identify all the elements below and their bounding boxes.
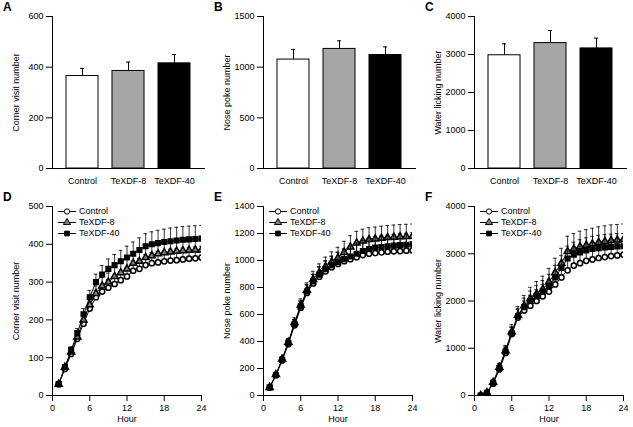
svg-text:TeXDF-8: TeXDF-8 — [111, 176, 147, 186]
svg-text:100: 100 — [28, 353, 43, 363]
svg-text:1000: 1000 — [234, 62, 254, 72]
svg-text:500: 500 — [28, 201, 43, 211]
svg-text:6: 6 — [509, 403, 514, 413]
svg-text:0: 0 — [460, 163, 465, 173]
svg-text:0: 0 — [261, 403, 266, 413]
svg-text:4000: 4000 — [445, 201, 465, 211]
html-text:Control: Control — [290, 206, 319, 216]
svg-text:Water licking number: Water licking number — [433, 50, 443, 134]
svg-text:200: 200 — [28, 113, 43, 123]
svg-text:0: 0 — [50, 403, 55, 413]
svg-text:800: 800 — [239, 282, 254, 292]
svg-text:2000: 2000 — [445, 296, 465, 306]
svg-text:1000: 1000 — [445, 343, 465, 353]
html-text:E: E — [214, 190, 222, 204]
svg-text:24: 24 — [407, 403, 417, 413]
svg-text:1000: 1000 — [234, 255, 254, 265]
html-text:TeXDF-40: TeXDF-40 — [290, 228, 331, 238]
svg-text:600: 600 — [28, 11, 43, 21]
svg-text:1500: 1500 — [234, 11, 254, 21]
html-text:Control: Control — [501, 206, 530, 216]
svg-text:3000: 3000 — [445, 49, 465, 59]
svg-text:Corner visit number: Corner visit number — [11, 53, 21, 132]
svg-text:Corner visit number: Corner visit number — [11, 262, 21, 341]
svg-text:Hour: Hour — [117, 414, 137, 424]
svg-text:Control: Control — [68, 176, 97, 186]
svg-text:4000: 4000 — [445, 11, 465, 21]
svg-text:Nose poke number: Nose poke number — [222, 263, 232, 339]
svg-text:0: 0 — [249, 390, 254, 400]
svg-text:Water licking number: Water licking number — [433, 259, 443, 343]
html-text:B: B — [214, 0, 223, 14]
svg-text:500: 500 — [239, 113, 254, 123]
svg-text:Nose poke number: Nose poke number — [222, 54, 232, 130]
svg-text:2000: 2000 — [445, 87, 465, 97]
svg-text:18: 18 — [581, 403, 591, 413]
svg-text:0: 0 — [38, 163, 43, 173]
html-text:TeXDF-8: TeXDF-8 — [501, 217, 537, 227]
svg-text:18: 18 — [370, 403, 380, 413]
svg-text:TeXDF-8: TeXDF-8 — [322, 176, 358, 186]
svg-text:600: 600 — [239, 309, 254, 319]
svg-text:6: 6 — [298, 403, 303, 413]
html-text:A: A — [3, 0, 12, 14]
svg-text:12: 12 — [333, 403, 343, 413]
svg-text:6: 6 — [87, 403, 92, 413]
svg-text:0: 0 — [472, 403, 477, 413]
html-text:Control: Control — [79, 206, 108, 216]
svg-text:TeXDF-40: TeXDF-40 — [576, 176, 617, 186]
html-text:D: D — [3, 190, 12, 204]
html-text:TeXDF-8: TeXDF-8 — [290, 217, 326, 227]
html-text:TeXDF-40: TeXDF-40 — [79, 228, 120, 238]
svg-text:3000: 3000 — [445, 249, 465, 259]
svg-text:400: 400 — [28, 239, 43, 249]
html-text:F: F — [425, 190, 433, 204]
svg-text:24: 24 — [618, 403, 628, 413]
svg-text:1400: 1400 — [234, 201, 254, 211]
svg-text:300: 300 — [28, 277, 43, 287]
svg-text:0: 0 — [249, 163, 254, 173]
svg-text:Hour: Hour — [539, 414, 559, 424]
svg-text:TeXDF-40: TeXDF-40 — [154, 176, 195, 186]
svg-text:12: 12 — [122, 403, 132, 413]
html-text:C: C — [425, 0, 434, 14]
svg-text:400: 400 — [28, 62, 43, 72]
svg-text:200: 200 — [28, 315, 43, 325]
svg-text:TeXDF-40: TeXDF-40 — [365, 176, 406, 186]
svg-text:0: 0 — [460, 390, 465, 400]
html-text:TeXDF-8: TeXDF-8 — [79, 217, 115, 227]
svg-text:Hour: Hour — [328, 414, 348, 424]
svg-text:0: 0 — [38, 390, 43, 400]
svg-text:400: 400 — [239, 336, 254, 346]
svg-text:200: 200 — [239, 363, 254, 373]
svg-text:1200: 1200 — [234, 228, 254, 238]
svg-text:12: 12 — [544, 403, 554, 413]
html-text:TeXDF-40: TeXDF-40 — [501, 228, 542, 238]
svg-text:1000: 1000 — [445, 125, 465, 135]
svg-text:Control: Control — [490, 176, 519, 186]
svg-text:24: 24 — [196, 403, 206, 413]
svg-text:Control: Control — [279, 176, 308, 186]
svg-text:18: 18 — [159, 403, 169, 413]
svg-text:TeXDF-8: TeXDF-8 — [533, 176, 569, 186]
